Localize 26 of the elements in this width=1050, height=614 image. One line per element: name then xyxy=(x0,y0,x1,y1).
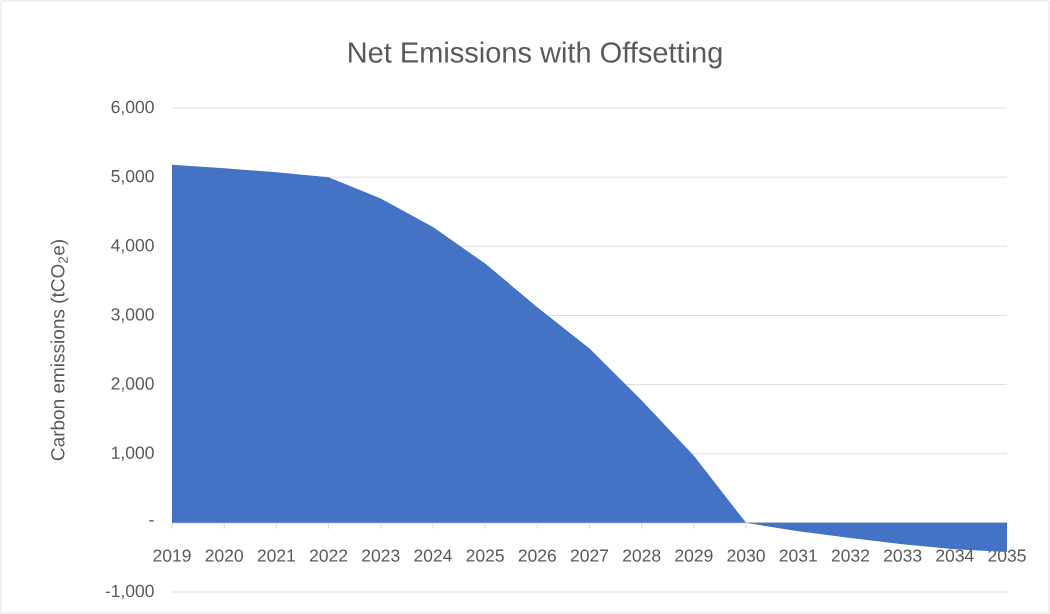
y-tick-label: 1,000 xyxy=(112,446,154,461)
x-tick-label: 2021 xyxy=(257,549,295,562)
x-tick-label: 2033 xyxy=(884,549,922,562)
y-tick-label: - xyxy=(149,520,154,522)
x-tick-label: 2032 xyxy=(831,549,870,562)
y-tick-label: 6,000 xyxy=(111,100,154,116)
x-tick-label: 2029 xyxy=(675,549,713,562)
x-tick-label: 2028 xyxy=(623,549,661,562)
chart-title: Net Emissions with Offsetting xyxy=(349,41,722,69)
y-tick-label: 2,000 xyxy=(111,377,154,392)
x-tick-label: 2031 xyxy=(779,549,817,562)
y-axis-title: Carbon emissions (tCO$_{2}$e) xyxy=(50,240,69,461)
x-tick-label: 2027 xyxy=(570,549,609,562)
x-tick-label: 2025 xyxy=(466,549,504,562)
x-tick-label: 2022 xyxy=(309,549,348,562)
y-tick-label: -1,000 xyxy=(105,584,154,600)
y-tick-label: 4,000 xyxy=(111,239,154,254)
x-tick-label: 2026 xyxy=(518,549,557,562)
x-tick-label: 2030 xyxy=(727,549,765,562)
x-tick-label: 2023 xyxy=(362,549,400,562)
y-tick-label: 3,000 xyxy=(111,308,154,323)
x-tick-label: 2034 xyxy=(936,549,974,562)
x-tick-label: 2024 xyxy=(414,549,452,562)
x-tick-label: 2020 xyxy=(205,549,243,562)
x-tick-label: 2019 xyxy=(153,549,191,562)
y-tick-label: 5,000 xyxy=(111,169,154,185)
